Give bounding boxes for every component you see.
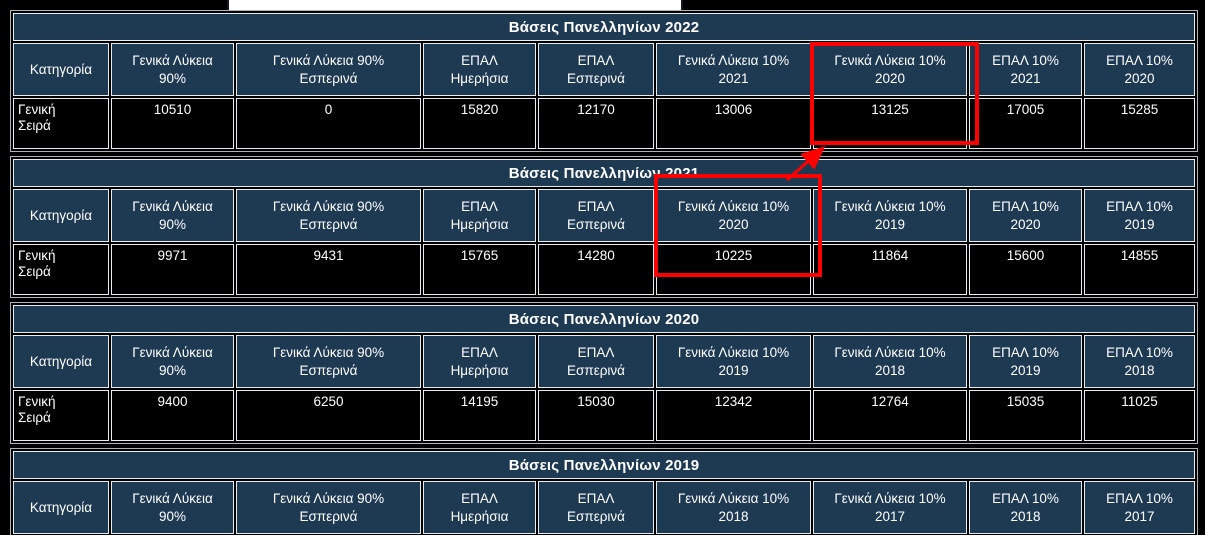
results-tables: Βάσεις Πανελληνίων 2022 Κατηγορία Γενικά…: [10, 10, 1198, 535]
column-header: Γενικά Λύκεια 90%: [111, 43, 234, 96]
column-header: ΕΠΑΛ 10% 2018: [969, 481, 1082, 534]
category-header: Κατηγορία: [13, 335, 109, 388]
data-cell: 12764: [813, 390, 967, 441]
table-title: Βάσεις Πανελληνίων 2020: [13, 305, 1195, 333]
data-cell: 13006: [656, 98, 811, 149]
data-cell: 10510: [111, 98, 234, 149]
column-header: Γενικά Λύκεια 90% Εσπερινά: [236, 335, 421, 388]
table-title: Βάσεις Πανελληνίων 2019: [13, 451, 1195, 479]
category-header: Κατηγορία: [13, 481, 109, 534]
column-header: Γενικά Λύκεια 90% Εσπερινά: [236, 189, 421, 242]
data-cell: 15820: [423, 98, 536, 149]
column-header: ΕΠΑΛ Εσπερινά: [538, 481, 654, 534]
data-cell: 0: [236, 98, 421, 149]
data-cell: 9431: [236, 244, 421, 295]
column-header: Γενικά Λύκεια 10% 2021: [656, 43, 811, 96]
row-label: Γενική Σειρά: [13, 244, 109, 295]
column-header: ΕΠΑΛ 10% 2020: [1084, 43, 1195, 96]
data-cell: 17005: [969, 98, 1082, 149]
column-header: Γενικά Λύκεια 10% 2018: [656, 481, 811, 534]
data-cell: 15600: [969, 244, 1082, 295]
table-vaseis-2020: Βάσεις Πανελληνίων 2020 Κατηγορία Γενικά…: [10, 302, 1198, 444]
column-header: Γενικά Λύκεια 10% 2019: [813, 189, 967, 242]
data-cell: 15035: [969, 390, 1082, 441]
column-header: ΕΠΑΛ 10% 2017: [1084, 481, 1195, 534]
column-header: ΕΠΑΛ Ημερήσια: [423, 43, 536, 96]
data-cell-highlighted: 13125: [813, 98, 967, 149]
row-label: Γενική Σειρά: [13, 390, 109, 441]
table-vaseis-2022: Βάσεις Πανελληνίων 2022 Κατηγορία Γενικά…: [10, 10, 1198, 152]
data-cell: 11864: [813, 244, 967, 295]
column-header: Γενικά Λύκεια 10% 2020: [813, 43, 967, 96]
column-header: ΕΠΑΛ Ημερήσια: [423, 481, 536, 534]
table-vaseis-2019: Βάσεις Πανελληνίων 2019 Κατηγορία Γενικά…: [10, 448, 1198, 535]
column-header: Γενικά Λύκεια 10% 2020: [656, 189, 811, 242]
column-header: ΕΠΑΛ 10% 2021: [969, 43, 1082, 96]
data-cell: 15030: [538, 390, 654, 441]
table-title: Βάσεις Πανελληνίων 2021: [13, 159, 1195, 187]
column-header: Γενικά Λύκεια 90%: [111, 481, 234, 534]
data-cell: 14195: [423, 390, 536, 441]
column-header: Γενικά Λύκεια 90%: [111, 189, 234, 242]
column-header: Γενικά Λύκεια 10% 2017: [813, 481, 967, 534]
column-header: ΕΠΑΛ Εσπερινά: [538, 335, 654, 388]
row-label: Γενική Σειρά: [13, 98, 109, 149]
column-header: ΕΠΑΛ Εσπερινά: [538, 43, 654, 96]
table-title: Βάσεις Πανελληνίων 2022: [13, 13, 1195, 41]
column-header: ΕΠΑΛ 10% 2020: [969, 189, 1082, 242]
data-cell: 9971: [111, 244, 234, 295]
column-header: Γενικά Λύκεια 10% 2019: [656, 335, 811, 388]
column-header: ΕΠΑΛ Εσπερινά: [538, 189, 654, 242]
table-vaseis-2021: Βάσεις Πανελληνίων 2021 Κατηγορία Γενικά…: [10, 156, 1198, 298]
data-cell-highlighted: 10225: [656, 244, 811, 295]
column-header: ΕΠΑΛ Ημερήσια: [423, 189, 536, 242]
column-header: ΕΠΑΛ 10% 2018: [1084, 335, 1195, 388]
column-header: Γενικά Λύκεια 90%: [111, 335, 234, 388]
column-header: ΕΠΑΛ Ημερήσια: [423, 335, 536, 388]
data-cell: 6250: [236, 390, 421, 441]
column-header: Γενικά Λύκεια 90% Εσπερινά: [236, 43, 421, 96]
data-cell: 9400: [111, 390, 234, 441]
data-cell: 15765: [423, 244, 536, 295]
column-header: Γενικά Λύκεια 90% Εσπερινά: [236, 481, 421, 534]
category-header: Κατηγορία: [13, 189, 109, 242]
data-cell: 12170: [538, 98, 654, 149]
data-cell: 12342: [656, 390, 811, 441]
data-cell: 11025: [1084, 390, 1195, 441]
data-cell: 14855: [1084, 244, 1195, 295]
data-cell: 14280: [538, 244, 654, 295]
data-cell: 15285: [1084, 98, 1195, 149]
category-header: Κατηγορία: [13, 43, 109, 96]
column-header: ΕΠΑΛ 10% 2019: [969, 335, 1082, 388]
column-header: ΕΠΑΛ 10% 2019: [1084, 189, 1195, 242]
column-header: Γενικά Λύκεια 10% 2018: [813, 335, 967, 388]
